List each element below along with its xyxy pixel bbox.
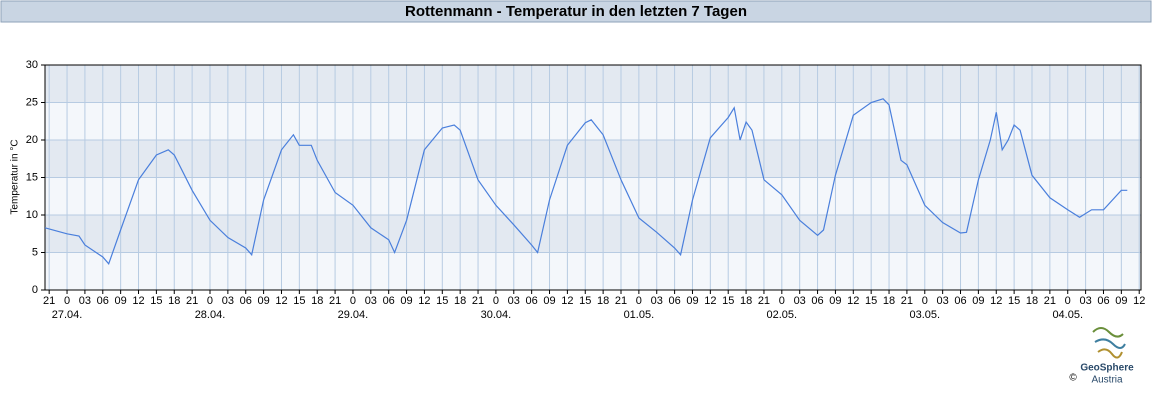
x-tick-label: 06 bbox=[1097, 295, 1109, 307]
x-tick-label: 15 bbox=[579, 295, 591, 307]
x-tick-label: 09 bbox=[400, 295, 412, 307]
y-tick-label: 5 bbox=[32, 246, 38, 258]
x-tick-label: 09 bbox=[257, 295, 269, 307]
x-tick-label: 21 bbox=[329, 295, 341, 307]
x-tick-label: 18 bbox=[168, 295, 180, 307]
x-tick-label: 12 bbox=[1133, 295, 1145, 307]
x-tick-label: 15 bbox=[865, 295, 877, 307]
x-tick-label: 0 bbox=[1065, 295, 1071, 307]
grid-band bbox=[45, 215, 1141, 253]
x-tick-label: 12 bbox=[704, 295, 716, 307]
x-tick-label: 0 bbox=[64, 295, 70, 307]
y-tick-label: 20 bbox=[26, 134, 38, 146]
x-date-label: 27.04. bbox=[52, 309, 83, 321]
x-tick-label: 0 bbox=[636, 295, 642, 307]
x-tick-label: 21 bbox=[472, 295, 484, 307]
x-tick-label: 06 bbox=[668, 295, 680, 307]
logo-icon bbox=[1092, 327, 1126, 359]
chart-title: Rottenmann - Temperatur in den letzten 7… bbox=[405, 3, 747, 20]
x-date-label: 29.04. bbox=[338, 309, 369, 321]
y-tick-label: 15 bbox=[26, 171, 38, 183]
x-tick-label: 15 bbox=[722, 295, 734, 307]
x-tick-label: 12 bbox=[561, 295, 573, 307]
x-tick-label: 09 bbox=[972, 295, 984, 307]
x-tick-label: 03 bbox=[937, 295, 949, 307]
x-tick-label: 15 bbox=[1008, 295, 1020, 307]
x-tick-label: 03 bbox=[651, 295, 663, 307]
y-tick-label: 30 bbox=[26, 59, 38, 71]
x-tick-label: 03 bbox=[365, 295, 377, 307]
x-tick-label: 09 bbox=[543, 295, 555, 307]
x-tick-label: 12 bbox=[847, 295, 859, 307]
x-tick-label: 06 bbox=[383, 295, 395, 307]
x-tick-label: 0 bbox=[207, 295, 213, 307]
logo-name: GeoSphere bbox=[1080, 363, 1134, 374]
y-tick-label: 10 bbox=[26, 209, 38, 221]
data-line bbox=[44, 98, 1128, 265]
x-tick-label: 18 bbox=[597, 295, 609, 307]
x-tick-label: 09 bbox=[829, 295, 841, 307]
grid-band bbox=[45, 65, 1141, 103]
x-tick-label: 06 bbox=[954, 295, 966, 307]
x-tick-label: 18 bbox=[454, 295, 466, 307]
x-tick-label: 18 bbox=[1026, 295, 1038, 307]
x-tick-label: 0 bbox=[350, 295, 356, 307]
x-tick-label: 12 bbox=[990, 295, 1002, 307]
x-tick-label: 03 bbox=[508, 295, 520, 307]
x-date-label: 02.05. bbox=[767, 309, 798, 321]
x-tick-label: 12 bbox=[418, 295, 430, 307]
x-date-label: 28.04. bbox=[195, 309, 226, 321]
x-tick-label: 18 bbox=[311, 295, 323, 307]
x-tick-label: 18 bbox=[740, 295, 752, 307]
x-tick-label: 21 bbox=[43, 295, 55, 307]
x-tick-label: 03 bbox=[222, 295, 234, 307]
x-tick-label: 21 bbox=[1044, 295, 1056, 307]
x-tick-label: 0 bbox=[922, 295, 928, 307]
x-tick-label: 03 bbox=[794, 295, 806, 307]
x-tick-label: 06 bbox=[97, 295, 109, 307]
x-date-label: 01.05. bbox=[624, 309, 655, 321]
x-tick-label: 12 bbox=[132, 295, 144, 307]
logo-sub: Austria bbox=[1091, 375, 1123, 386]
x-tick-label: 09 bbox=[686, 295, 698, 307]
x-tick-label: 21 bbox=[901, 295, 913, 307]
y-tick-label: 25 bbox=[26, 96, 38, 108]
x-tick-label: 21 bbox=[615, 295, 627, 307]
y-tick-label: 0 bbox=[32, 284, 38, 296]
plot-frame bbox=[44, 64, 1142, 291]
x-tick-label: 21 bbox=[758, 295, 770, 307]
grid-band bbox=[45, 140, 1141, 178]
title-bar bbox=[0, 0, 1152, 23]
y-axis-label: Temperatur in °C bbox=[10, 139, 21, 214]
x-date-label: 04.05. bbox=[1052, 309, 1083, 321]
x-tick-label: 03 bbox=[79, 295, 91, 307]
x-tick-label: 09 bbox=[115, 295, 127, 307]
x-tick-label: 21 bbox=[186, 295, 198, 307]
x-tick-label: 06 bbox=[240, 295, 252, 307]
x-tick-label: 18 bbox=[883, 295, 895, 307]
x-tick-label: 12 bbox=[275, 295, 287, 307]
x-tick-label: 15 bbox=[436, 295, 448, 307]
x-tick-label: 0 bbox=[493, 295, 499, 307]
copyright: © bbox=[1069, 373, 1077, 384]
x-tick-label: 15 bbox=[150, 295, 162, 307]
x-tick-label: 0 bbox=[779, 295, 785, 307]
x-tick-label: 06 bbox=[811, 295, 823, 307]
x-date-label: 30.04. bbox=[481, 309, 512, 321]
x-tick-label: 06 bbox=[526, 295, 538, 307]
x-tick-label: 15 bbox=[293, 295, 305, 307]
x-date-label: 03.05. bbox=[909, 309, 940, 321]
x-tick-label: 03 bbox=[1079, 295, 1091, 307]
x-tick-label: 09 bbox=[1115, 295, 1127, 307]
